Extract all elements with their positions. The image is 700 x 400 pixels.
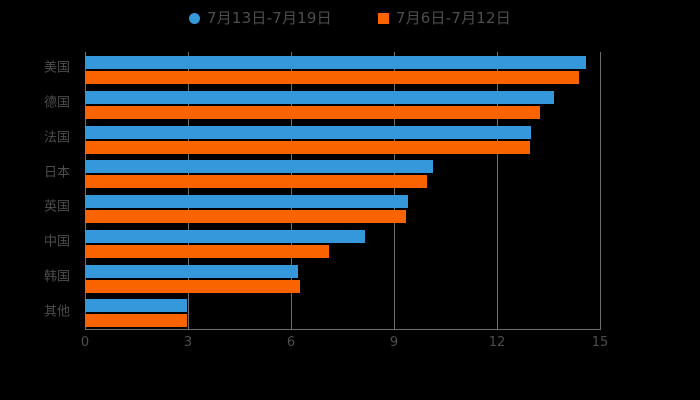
gridline [600, 52, 601, 330]
y-axis-label-美国: 美国 [43, 60, 70, 76]
gridline [497, 52, 498, 330]
y-axis-label-法国: 法国 [43, 130, 70, 146]
x-axis-line [85, 329, 600, 330]
bar-日本-series-0[interactable] [85, 160, 434, 174]
gridline [291, 52, 292, 330]
legend-item-series-0[interactable]: 7月13日-7月19日 [188, 8, 332, 27]
gridline [188, 52, 189, 330]
y-axis-line [85, 52, 86, 330]
bar-group [85, 229, 600, 261]
legend-item-series-1[interactable]: 7月6日-7月12日 [377, 8, 511, 27]
y-axis-label-英国: 英国 [43, 199, 70, 215]
bar-德国-series-0[interactable] [85, 90, 554, 104]
x-axis-label-15: 15 [591, 335, 609, 350]
bar-美国-series-0[interactable] [85, 56, 587, 69]
bar-英国-series-0[interactable] [85, 195, 408, 208]
legend-label-series-1: 7月6日-7月12日 [395, 8, 511, 27]
x-axis-label-12: 12 [488, 335, 506, 350]
x-axis-label-0: 0 [80, 335, 90, 350]
legend-marker-circle-icon [188, 12, 200, 24]
bar-group [85, 125, 600, 157]
y-axis-label-德国: 德国 [43, 95, 70, 111]
bar-group [85, 299, 600, 330]
plot-area [85, 52, 601, 330]
legend-marker-square-icon [377, 12, 389, 24]
x-axis-tick-labels: 0 3 6 9 12 15 [81, 335, 608, 356]
y-axis-label-中国: 中国 [43, 234, 70, 250]
y-axis-label-其他: 其他 [43, 304, 70, 320]
bar-法国-series-0[interactable] [85, 125, 532, 139]
bar-其他-series-1[interactable] [85, 314, 187, 328]
bar-group [85, 264, 600, 296]
gridline [394, 52, 395, 330]
bar-日本-series-1[interactable] [85, 175, 427, 189]
x-axis-label-9: 9 [389, 335, 399, 350]
bar-中国-series-0[interactable] [85, 229, 365, 243]
chart-legend: 7月13日-7月19日 7月6日-7月12日 [0, 0, 700, 36]
bar-中国-series-1[interactable] [85, 244, 329, 258]
y-axis-tick-labels: 美国德国法国日本英国中国韩国其他 [0, 52, 78, 330]
bar-其他-series-0[interactable] [85, 299, 187, 313]
bar-group [85, 195, 600, 226]
bar-德国-series-1[interactable] [85, 105, 540, 119]
bar-group [85, 56, 600, 87]
bar-group [85, 90, 600, 122]
bar-group [85, 160, 600, 191]
bar-韩国-series-0[interactable] [85, 264, 298, 278]
y-axis-label-日本: 日本 [43, 165, 70, 181]
bar-法国-series-1[interactable] [85, 140, 530, 154]
bar-英国-series-1[interactable] [85, 210, 407, 223]
y-axis-label-韩国: 韩国 [43, 269, 70, 285]
x-axis-label-3: 3 [183, 335, 193, 350]
bar-韩国-series-1[interactable] [85, 279, 300, 293]
legend-label-series-0: 7月13日-7月19日 [206, 8, 332, 27]
x-axis-label-6: 6 [286, 335, 296, 350]
bar-美国-series-1[interactable] [85, 71, 580, 84]
